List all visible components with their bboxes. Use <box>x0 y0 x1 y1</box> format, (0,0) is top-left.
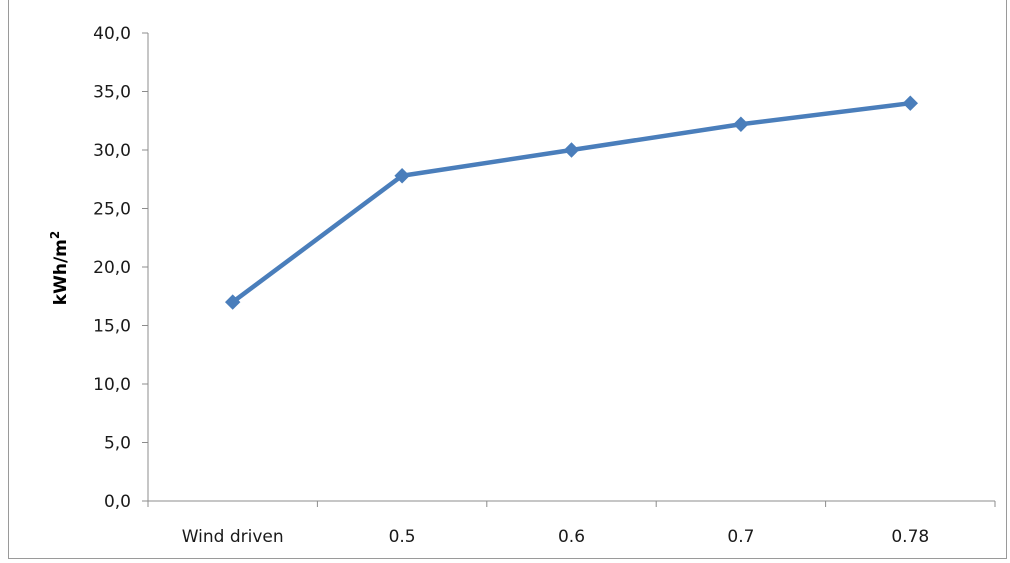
x-tick-labels: Wind driven 0.5 0.6 0.7 0.78 <box>182 527 929 547</box>
svg-text:kWh/m2: kWh/m2 <box>48 231 71 305</box>
data-point-marker <box>563 142 580 158</box>
x-tick-label: 0.7 <box>727 527 754 547</box>
y-tick-label: 35,0 <box>93 83 131 103</box>
y-tick-label: 0,0 <box>104 492 131 512</box>
series <box>224 95 919 310</box>
y-tick-label: 20,0 <box>93 258 131 278</box>
data-point-marker <box>224 294 241 310</box>
x-tick-label: 0.5 <box>389 527 416 547</box>
data-point-marker <box>394 168 410 184</box>
y-axis-title: kWh/m2 <box>48 231 71 305</box>
y-axis-label-superscript: 2 <box>48 231 62 239</box>
y-tick-label: 15,0 <box>93 317 131 337</box>
y-tick-label: 40,0 <box>93 24 131 44</box>
y-tick-label: 10,0 <box>93 375 131 395</box>
series-line <box>231 100 911 304</box>
y-axis-label: kWh/m <box>51 239 71 305</box>
y-tick-label: 25,0 <box>93 200 131 220</box>
axes <box>142 32 996 507</box>
x-tick-label: 0.6 <box>558 527 585 547</box>
x-tick-label: Wind driven <box>182 527 284 547</box>
chart-frame <box>8 0 1007 559</box>
x-tick-label: 0.78 <box>891 527 929 547</box>
data-point-marker <box>902 95 919 111</box>
y-tick-labels: 0,0 5,0 10,0 15,0 20,0 25,0 30,0 35,0 40,0 <box>93 24 131 512</box>
y-tick-label: 5,0 <box>104 434 131 454</box>
data-point-marker <box>733 116 749 132</box>
y-tick-label: 30,0 <box>93 141 131 161</box>
